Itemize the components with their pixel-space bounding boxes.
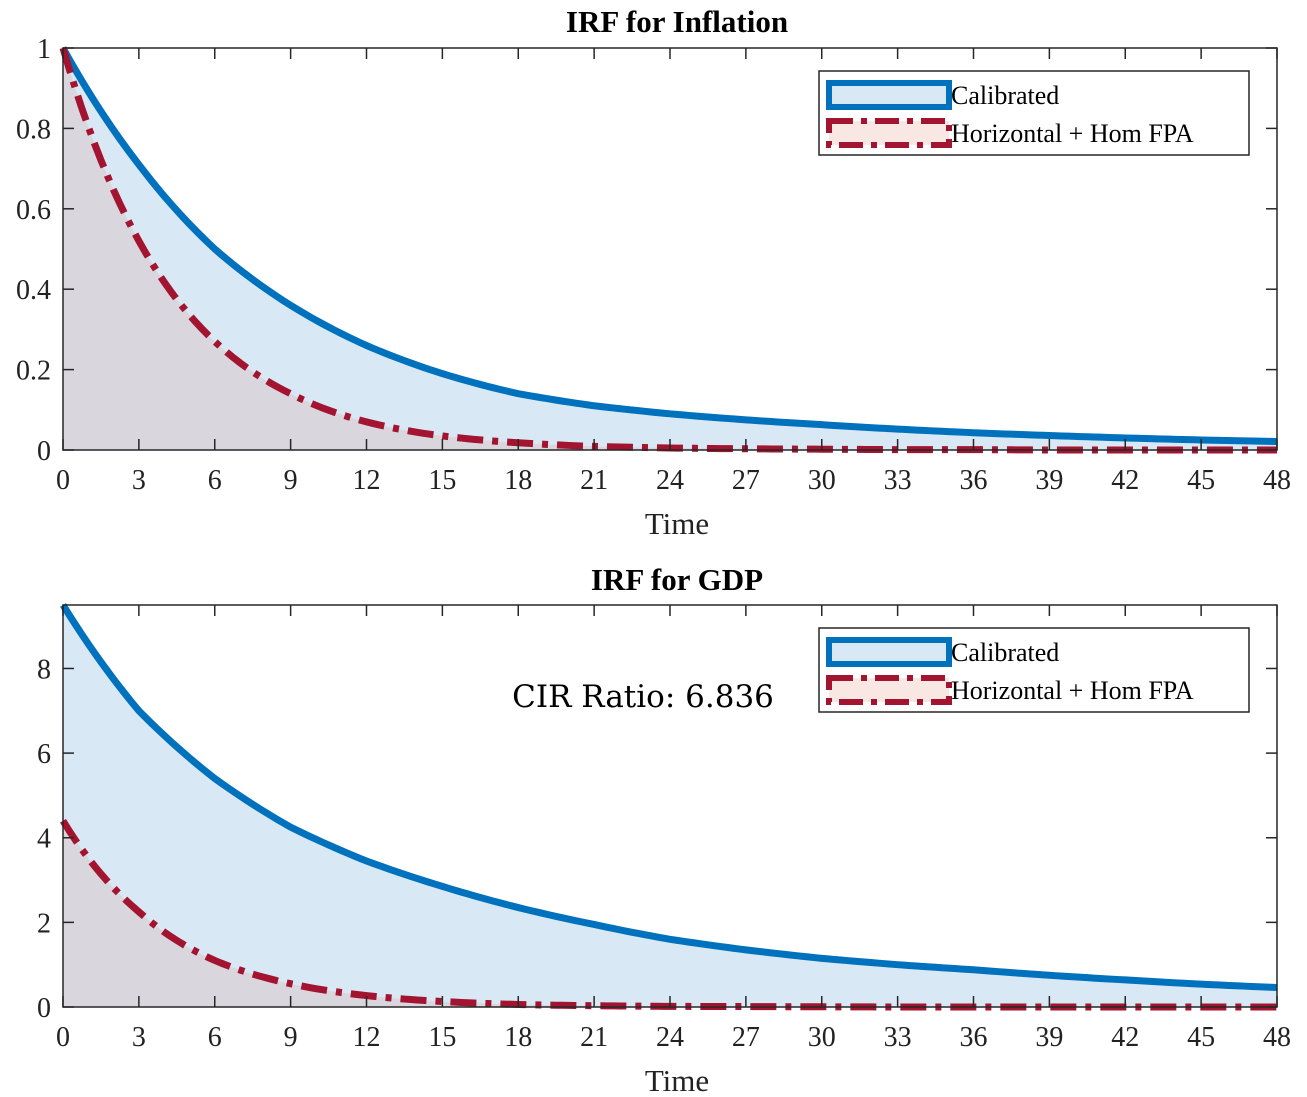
x-tick-label: 21 [580,465,608,496]
x-tick-label: 33 [884,1022,912,1053]
legend-swatch-calibrated [826,80,952,110]
x-ticks: 0 3 6 9 12 15 18 21 24 27 30 33 36 39 42 45 48 [56,605,1291,1053]
x-tick-label: 12 [353,465,381,496]
legend-swatch-calibrated [826,637,952,667]
x-axis-label: Time [645,1063,709,1097]
y-tick-label: 8 [37,654,51,685]
x-tick-label: 3 [132,465,146,496]
legend-label: Calibrated [951,638,1059,667]
x-tick-label: 6 [208,1022,222,1053]
chart-title: IRF for Inflation [566,4,788,39]
x-tick-label: 39 [1035,1022,1063,1053]
x-tick-label: 45 [1187,1022,1215,1053]
x-tick-label: 42 [1111,1022,1139,1053]
x-tick-label: 3 [132,1022,146,1053]
area-overlap [63,820,1277,1007]
x-tick-label: 48 [1263,465,1291,496]
x-ticks: 0 3 6 9 12 15 18 21 24 27 30 33 36 39 42 45 48 [56,48,1291,496]
chart-title: IRF for GDP [591,562,763,597]
area-fill-calibrated [63,605,1277,1007]
x-tick-label: 6 [208,465,222,496]
area-fills [63,48,1277,450]
y-ticks: 0 0.2 0.4 0.6 0.8 1 [16,34,1277,467]
x-tick-label: 0 [56,465,70,496]
x-tick-label: 24 [656,1022,684,1053]
area-fill-calibrated [63,48,1277,450]
legend-label: Horizontal + Hom FPA [951,119,1194,148]
x-tick-label: 15 [428,465,456,496]
y-tick-label: 6 [37,739,51,770]
legend: Calibrated Horizontal + Hom FPA [818,70,1250,156]
area-fills [63,605,1277,1007]
x-tick-label: 9 [284,1022,298,1053]
x-tick-label: 12 [353,1022,381,1053]
legend-label: Horizontal + Hom FPA [951,676,1194,705]
legend-label: Calibrated [951,81,1059,110]
x-tick-label: 48 [1263,1022,1291,1053]
y-tick-label: 2 [37,908,51,939]
x-tick-label: 42 [1111,465,1139,496]
cir-ratio-annotation: CIR Ratio: 6.836 [512,679,774,715]
x-tick-label: 39 [1035,465,1063,496]
y-tick-label: 4 [37,824,51,855]
x-tick-label: 18 [504,465,532,496]
y-tick-label: 0 [37,436,51,467]
x-tick-label: 24 [656,465,684,496]
y-ticks: 0 2 4 6 8 [37,654,1277,1024]
y-tick-label: 0.4 [16,275,51,306]
y-tick-label: 0.2 [16,356,51,387]
area-overlap [63,48,1277,450]
series-line-calibrated [60,603,1278,992]
x-tick-label: 15 [428,1022,456,1053]
x-tick-label: 36 [960,1022,988,1053]
x-tick-label: 45 [1187,465,1215,496]
x-tick-label: 9 [284,465,298,496]
x-tick-label: 30 [808,1022,836,1053]
legend-swatch-horizontal-hom-fpa [826,675,952,705]
legend: Calibrated Horizontal + Hom FPA [818,627,1250,713]
x-tick-label: 21 [580,1022,608,1053]
legend-swatch-horizontal-hom-fpa [826,118,952,148]
y-tick-label: 0 [37,993,51,1024]
y-tick-label: 0.8 [16,114,51,145]
x-tick-label: 0 [56,1022,70,1053]
y-tick-label: 0.6 [16,195,51,226]
x-tick-label: 27 [732,465,760,496]
x-tick-label: 27 [732,1022,760,1053]
chart-inflation: 0 3 6 9 12 15 18 21 24 27 30 33 36 39 42 45 4800.20.40.6… [16,4,1291,541]
x-axis-label: Time [645,506,709,541]
y-tick-label: 1 [37,34,51,65]
series-line-calibrated [59,46,1278,446]
x-tick-label: 30 [808,465,836,496]
x-tick-label: 18 [504,1022,532,1053]
x-tick-label: 36 [960,465,988,496]
x-tick-label: 33 [884,465,912,496]
